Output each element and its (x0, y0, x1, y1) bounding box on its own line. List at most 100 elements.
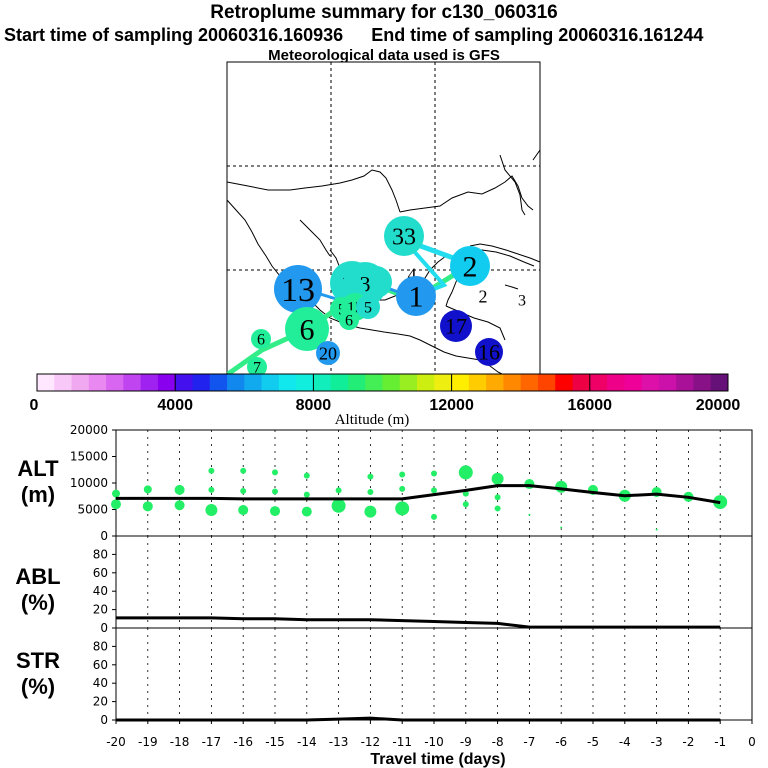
day-label: 17 (445, 314, 467, 339)
x-axis: -20 -19 -18 -17 -16 -15 -14 -13 -12 -11 -10 -9 -8 -7-… (106, 720, 756, 768)
sampling-times: Start time of sampling 20060316.160936 En… (4, 25, 703, 46)
altitude-point (240, 467, 247, 474)
altitude-point (431, 513, 437, 520)
colorbar-swatch (382, 374, 401, 391)
y-tick-label: 5000 (77, 503, 108, 517)
colorbar-tick-label: 4000 (157, 397, 193, 414)
altitude-point (655, 528, 658, 531)
y-axis-label: ABL (15, 564, 60, 589)
panel-str: 80 60 40 20 0 STR(%) (16, 627, 753, 727)
day-label: 13 (281, 272, 315, 309)
day-label: 16 (478, 340, 500, 365)
colorbar-swatch (658, 374, 677, 391)
y-tick-label: 20 (93, 603, 108, 617)
colorbar-swatch (589, 374, 608, 391)
y-tick-label: 0 (100, 621, 108, 635)
jamaica-coastline (504, 284, 519, 290)
day-marker (251, 329, 271, 349)
day-label: 6 (345, 313, 353, 330)
x-tick-label: -9 (460, 735, 472, 749)
colorbar-tick-label: 12000 (429, 397, 474, 414)
day-label: 1 (409, 281, 424, 314)
y-tick-label: 10000 (70, 476, 108, 490)
colorbar-swatch (192, 374, 211, 391)
colorbar-title: Altitude (m) (335, 412, 410, 428)
y-axis-label: STR (16, 648, 60, 673)
x-tick-label: -1 (714, 735, 726, 749)
altitude-point (111, 499, 121, 510)
altitude-point (205, 504, 218, 517)
y-tick-label: 20 (93, 695, 108, 709)
day-label: 5 (364, 300, 372, 317)
gulf-coastline (399, 175, 534, 213)
y-tick-label: 0 (100, 529, 108, 543)
altitude-point (494, 505, 501, 512)
x-tick-label: -17 (202, 735, 222, 749)
day-marker (274, 265, 322, 313)
altitude-point (458, 465, 473, 480)
x-tick-label: -6 (555, 735, 567, 749)
colorbar-swatch (175, 374, 193, 391)
y-axis-unit: (%) (21, 674, 55, 699)
colorbar-tick-label: 20000 (696, 397, 741, 414)
x-tick-label: -16 (233, 735, 253, 749)
day-marker (450, 246, 490, 286)
colorbar-swatch (417, 374, 435, 391)
altitude-point (303, 491, 310, 498)
colorbar-swatch (468, 374, 487, 391)
altitude-point (112, 489, 120, 498)
altitude-point (174, 484, 185, 495)
altitude-point (555, 480, 568, 493)
x-tick-label: -15 (265, 735, 285, 749)
day-label: 6 (257, 332, 265, 349)
altitude-point (143, 485, 152, 494)
y-tick-label: 60 (93, 566, 108, 580)
altitude-point (399, 485, 406, 492)
altitude-point (331, 498, 346, 513)
day-label: 2 (463, 251, 478, 284)
colorbar-swatch (555, 374, 574, 391)
x-tick-label: -7 (523, 735, 535, 749)
map-day-labels: 1314435515566672033412231716 (247, 216, 526, 377)
day-label: 7 (253, 360, 261, 377)
altitude-point (524, 479, 535, 490)
colorbar-swatch (278, 374, 297, 391)
met-data-label: Meteorological data used is GFS (268, 47, 500, 64)
colorbar-swatch (607, 374, 625, 391)
florida-coastline (499, 154, 526, 216)
altitude-point (208, 486, 215, 493)
x-tick-label: -14 (297, 735, 317, 749)
x-tick-label: -20 (106, 735, 126, 749)
altitude-colorbar: 0 4000 8000 12000 16000 20000 Altitude (m) (30, 373, 741, 428)
altitude-point (462, 501, 469, 508)
colorbar-swatch (624, 374, 643, 391)
colorbar-swatch (123, 374, 142, 391)
colorbar-swatch (313, 374, 332, 391)
colorbar-swatch (244, 374, 263, 391)
altitude-point (491, 472, 504, 485)
cuba-coastline (469, 243, 541, 263)
colorbar-swatch (261, 374, 280, 391)
colorbar-swatch (209, 374, 228, 391)
day-marker (247, 357, 267, 377)
x-axis-title: Travel time (days) (370, 751, 505, 768)
chart-title: Retroplume summary for c130_060316 (210, 2, 558, 23)
x-tick-label: -3 (651, 735, 663, 749)
day-label: 6 (300, 314, 315, 347)
colorbar-swatch (106, 374, 124, 391)
altitude-point (142, 501, 153, 512)
colorbar-swatch (641, 374, 660, 391)
altitude-point (494, 494, 501, 501)
y-tick-label: 15000 (70, 450, 108, 464)
day-marker (384, 216, 424, 256)
abl-line (116, 616, 721, 629)
colorbar-tick-label: 0 (30, 397, 39, 414)
time-series-panels: 20000150001000050000ALT(m)806040200ABL(%… (15, 423, 755, 768)
altitude-point (174, 500, 185, 511)
colorbar-tick-label: 8000 (296, 397, 332, 414)
x-tick-label: -11 (392, 735, 412, 749)
day-label: 3 (518, 293, 526, 310)
altitude-point (560, 526, 563, 529)
colorbar-swatch (710, 374, 729, 391)
